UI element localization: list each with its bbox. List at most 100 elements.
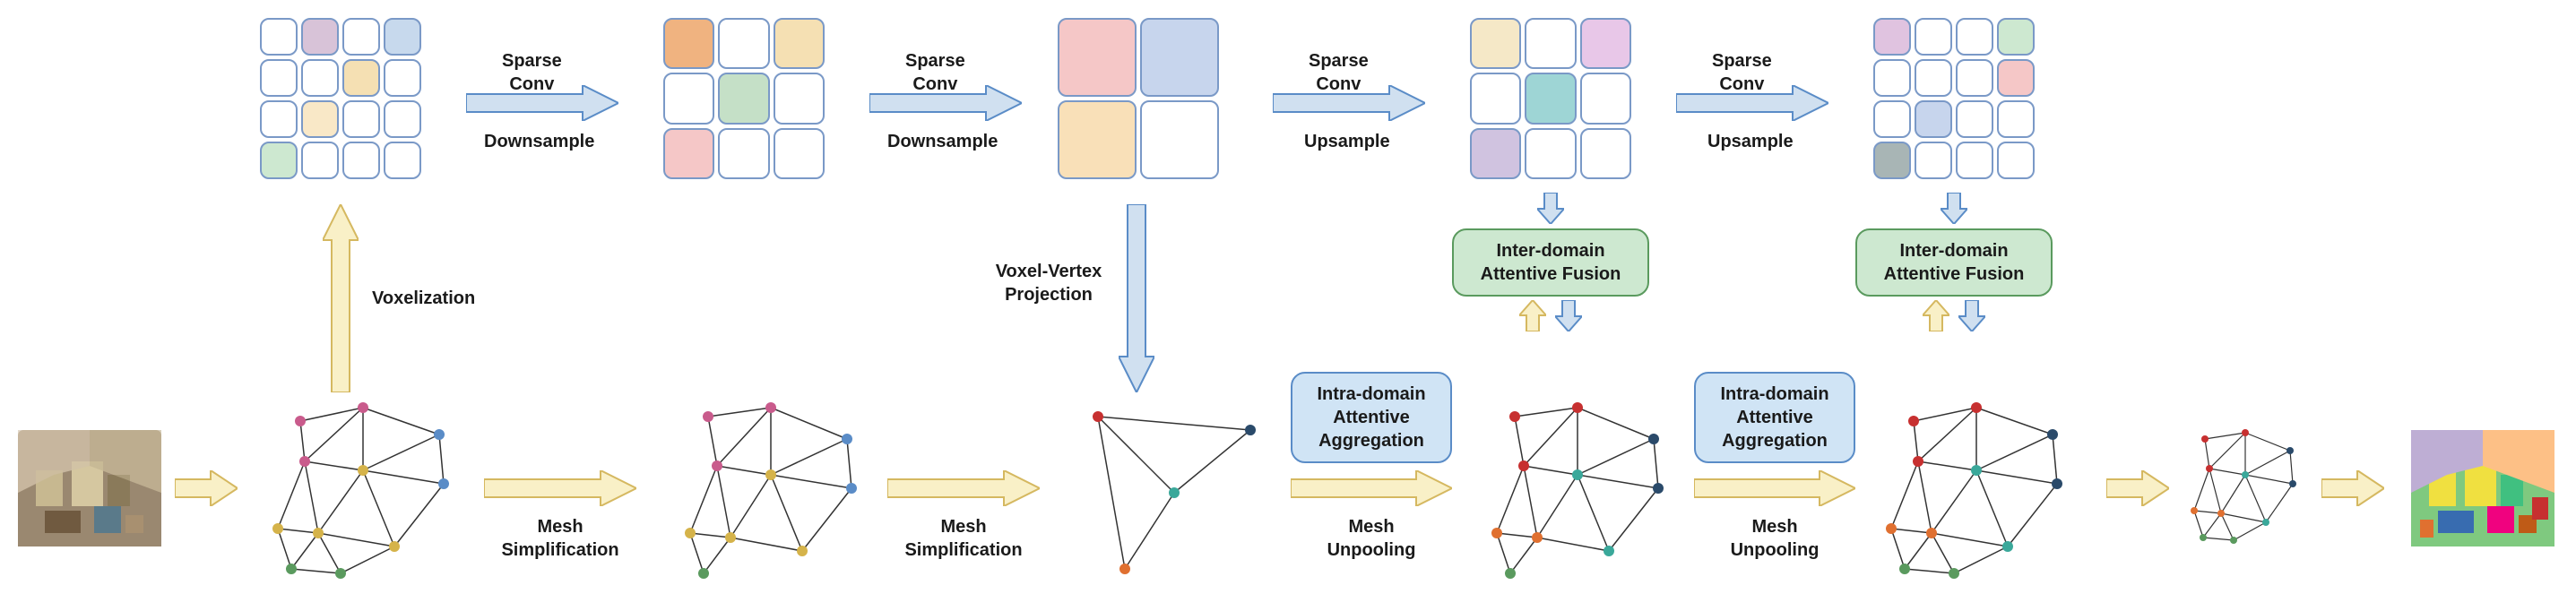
voxel-cell xyxy=(1580,18,1631,69)
voxel-cell xyxy=(1470,128,1521,179)
meshunpool-label-2: Mesh Unpooling xyxy=(1712,515,1837,562)
voxel-cell xyxy=(774,73,825,124)
mesh-graph-1 xyxy=(251,394,475,582)
down-arrow-fusion-2 xyxy=(1941,193,1967,224)
voxel-cell xyxy=(1873,18,1911,56)
voxel-cell xyxy=(260,100,298,138)
meshunpool-label-1: Mesh Unpooling xyxy=(1309,515,1434,562)
voxel-cell xyxy=(342,142,380,179)
voxel-cell xyxy=(1915,59,1952,97)
voxel-cell xyxy=(342,100,380,138)
voxel-cell xyxy=(1140,100,1219,179)
voxel-cell xyxy=(342,59,380,97)
mesh-graph-5 xyxy=(1864,394,2088,582)
voxel-cell xyxy=(301,18,339,56)
voxel-cell xyxy=(342,18,380,56)
voxel-cell xyxy=(301,142,339,179)
sparseconv-label-4: Sparse Conv xyxy=(1712,49,1772,96)
mesh-graph-3 xyxy=(1058,394,1282,582)
voxel-cell xyxy=(1997,18,2035,56)
voxel-grid-g2 xyxy=(663,18,825,179)
voxel-cell xyxy=(1956,18,1993,56)
down-arrow-fusion-1b xyxy=(1555,300,1582,331)
voxel-grid-g3 xyxy=(1058,18,1219,179)
voxel-cell xyxy=(1915,18,1952,56)
voxel-cell xyxy=(663,128,714,179)
voxel-vertex-label: Voxel-Vertex Projection xyxy=(986,260,1111,306)
sparseconv-label-2: Sparse Conv xyxy=(905,49,965,96)
mesh-arrow-output xyxy=(2106,470,2169,506)
voxel-cell xyxy=(260,18,298,56)
voxel-cell xyxy=(1525,128,1576,179)
meshsimp-label-2: Mesh Simplification xyxy=(896,515,1031,562)
mesh-arrow-input xyxy=(175,470,238,506)
voxel-cell xyxy=(260,142,298,179)
voxel-cell xyxy=(718,128,769,179)
up-arrow-fusion-1 xyxy=(1519,300,1546,331)
voxel-cell xyxy=(1058,18,1137,97)
voxel-cell xyxy=(1997,100,2035,138)
downsample-label-1: Downsample xyxy=(484,130,594,153)
voxel-cell xyxy=(1956,59,1993,97)
down-arrow-fusion-2b xyxy=(1958,300,1985,331)
voxel-cell xyxy=(384,18,421,56)
mesh-unpool-arrow-2 xyxy=(1694,470,1855,506)
voxel-cell xyxy=(384,100,421,138)
mesh-graph-2 xyxy=(654,394,878,582)
voxel-cell xyxy=(1525,73,1576,124)
output-segmentation xyxy=(2411,430,2554,546)
inter-domain-fusion-1: Inter-domain Attentive Fusion xyxy=(1452,228,1649,297)
voxel-cell xyxy=(1873,59,1911,97)
voxel-cell xyxy=(774,128,825,179)
voxel-cell xyxy=(1058,100,1137,179)
voxel-cell xyxy=(1140,18,1219,97)
voxel-cell xyxy=(774,18,825,69)
voxel-cell xyxy=(718,73,769,124)
downsample-label-2: Downsample xyxy=(887,130,998,153)
diagram-root: Sparse Conv Downsample Sparse Conv Downs… xyxy=(0,0,2576,611)
voxel-cell xyxy=(260,59,298,97)
mesh-graph-6 xyxy=(2178,426,2312,546)
voxel-cell xyxy=(301,100,339,138)
input-image xyxy=(18,430,161,546)
voxel-cell xyxy=(1956,142,1993,179)
voxelization-arrow xyxy=(323,204,359,397)
voxel-cell xyxy=(301,59,339,97)
voxel-cell xyxy=(718,18,769,69)
voxel-cell xyxy=(1915,100,1952,138)
mesh-unpool-arrow-1 xyxy=(1291,470,1452,506)
voxel-grid-g1 xyxy=(260,18,421,179)
sparseconv-label-1: Sparse Conv xyxy=(502,49,562,96)
voxel-cell xyxy=(1470,18,1521,69)
final-arrow-output xyxy=(2321,470,2384,506)
up-arrow-fusion-2 xyxy=(1923,300,1949,331)
voxel-cell xyxy=(663,18,714,69)
voxel-cell xyxy=(1956,100,1993,138)
mesh-simp-arrow-1 xyxy=(484,470,636,506)
voxel-cell xyxy=(384,142,421,179)
intra-domain-agg-1: Intra-domain Attentive Aggregation xyxy=(1291,372,1452,463)
voxel-cell xyxy=(1997,142,2035,179)
voxel-cell xyxy=(1873,100,1911,138)
voxel-cell xyxy=(1525,18,1576,69)
voxel-cell xyxy=(663,73,714,124)
mesh-graph-4 xyxy=(1461,394,1685,582)
upsample-label-1: Upsample xyxy=(1304,130,1390,153)
voxel-cell xyxy=(1915,142,1952,179)
meshsimp-label-1: Mesh Simplification xyxy=(493,515,627,562)
voxel-cell xyxy=(1997,59,2035,97)
down-arrow-fusion-1 xyxy=(1537,193,1564,224)
voxel-cell xyxy=(384,59,421,97)
upsample-label-2: Upsample xyxy=(1707,130,1794,153)
voxel-cell xyxy=(1470,73,1521,124)
voxel-cell xyxy=(1580,128,1631,179)
mesh-simp-arrow-2 xyxy=(887,470,1040,506)
voxel-cell xyxy=(1873,142,1911,179)
voxel-grid-g4 xyxy=(1470,18,1631,179)
voxelization-label: Voxelization xyxy=(372,287,475,310)
voxel-vertex-arrow xyxy=(1119,204,1154,397)
voxel-cell xyxy=(1580,73,1631,124)
sparseconv-label-3: Sparse Conv xyxy=(1309,49,1369,96)
voxel-grid-g5 xyxy=(1873,18,2035,179)
inter-domain-fusion-2: Inter-domain Attentive Fusion xyxy=(1855,228,2053,297)
